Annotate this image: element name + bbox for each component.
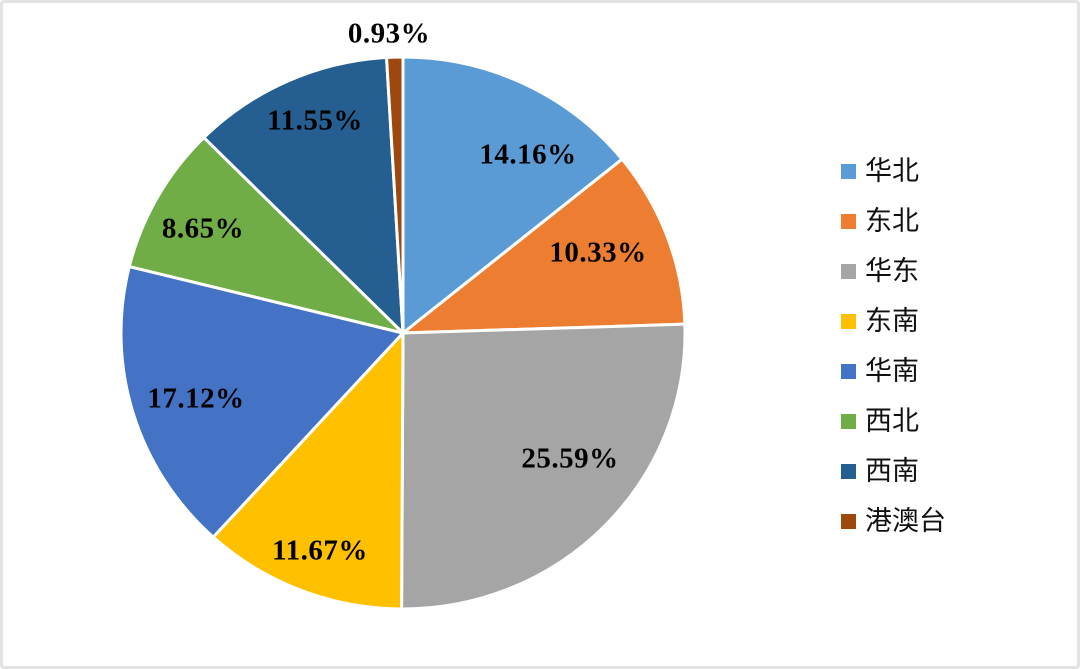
legend-swatch-icon bbox=[841, 413, 856, 429]
legend-item-5: 西北 bbox=[841, 396, 946, 446]
legend-item-3: 东南 bbox=[841, 296, 946, 346]
legend-label: 港澳台 bbox=[865, 505, 946, 536]
pie-slice-3 bbox=[211, 331, 405, 611]
pie-slice-1 bbox=[401, 157, 687, 335]
pie-slice-6 bbox=[202, 55, 405, 335]
legend-swatch-icon bbox=[841, 313, 856, 329]
chart-legend: 华北东北华东东南华南西北西南港澳台 bbox=[841, 146, 946, 546]
data-label-2: 25.59% bbox=[521, 442, 619, 475]
legend-label: 西南 bbox=[865, 455, 919, 486]
legend-label: 西北 bbox=[865, 405, 919, 436]
data-label-6: 11.55% bbox=[267, 104, 363, 137]
pie-slice-4 bbox=[119, 265, 405, 539]
pie-slice-0 bbox=[401, 55, 624, 335]
legend-label: 华东 bbox=[865, 255, 919, 286]
legend-swatch-icon bbox=[841, 163, 856, 179]
data-label-1: 10.33% bbox=[549, 236, 647, 269]
legend-item-4: 华南 bbox=[841, 346, 946, 396]
legend-swatch-icon bbox=[841, 263, 856, 279]
legend-swatch-icon bbox=[841, 213, 856, 229]
legend-label: 华北 bbox=[865, 155, 919, 186]
legend-item-6: 西南 bbox=[841, 446, 946, 496]
legend-swatch-icon bbox=[841, 513, 856, 529]
legend-item-7: 港澳台 bbox=[841, 496, 946, 546]
legend-label: 东南 bbox=[865, 305, 919, 336]
legend-label: 东北 bbox=[865, 205, 919, 236]
data-label-0: 14.16% bbox=[479, 138, 577, 171]
pie-slice-7 bbox=[385, 55, 405, 335]
data-label-7: 0.93% bbox=[347, 17, 431, 50]
pie-chart bbox=[119, 55, 687, 611]
legend-swatch-icon bbox=[841, 463, 856, 479]
legend-item-1: 东北 bbox=[841, 196, 946, 246]
legend-item-2: 华东 bbox=[841, 246, 946, 296]
legend-swatch-icon bbox=[841, 363, 856, 379]
pie-slice-5 bbox=[127, 136, 405, 335]
data-label-5: 8.65% bbox=[161, 212, 245, 245]
data-label-3: 11.67% bbox=[272, 534, 368, 567]
legend-label: 华南 bbox=[865, 355, 919, 386]
legend-item-0: 华北 bbox=[841, 146, 946, 196]
pie-slice-2 bbox=[400, 322, 687, 611]
data-label-4: 17.12% bbox=[147, 382, 245, 415]
